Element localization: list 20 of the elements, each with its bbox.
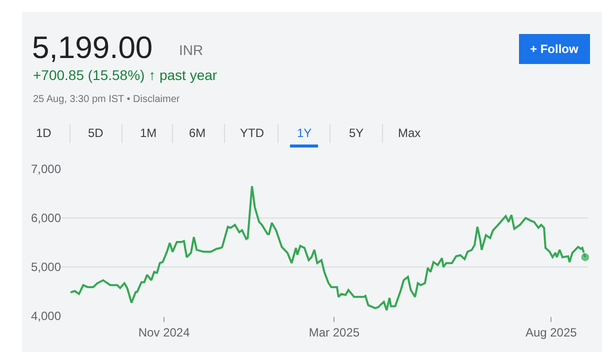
text: +700.85 (15.58%) ↑ past year bbox=[33, 67, 218, 83]
text: INR bbox=[179, 42, 204, 58]
text: 5D bbox=[88, 126, 104, 140]
chart-title: 5,199.00 bbox=[32, 30, 153, 65]
x-tick-label: Mar 2025 bbox=[308, 325, 360, 340]
text: 6M bbox=[189, 126, 206, 140]
x-tick-label: Nov 2024 bbox=[138, 325, 190, 340]
y-tick-label: 7,000 bbox=[30, 162, 62, 176]
y-tick-label: 6,000 bbox=[30, 211, 62, 226]
x-tick-label: Aug 2025 bbox=[525, 325, 578, 340]
text: YTD bbox=[240, 126, 264, 140]
text: 5Y bbox=[349, 126, 364, 140]
text: 25 Aug, 3:30 pm IST • Disclaimer bbox=[33, 94, 180, 105]
y-tick-label: 4,000 bbox=[30, 309, 62, 324]
text: + Follow bbox=[530, 42, 579, 56]
y-tick-label: 5,000 bbox=[30, 260, 62, 274]
text: 1D bbox=[36, 126, 52, 140]
text: 1Y bbox=[297, 126, 312, 140]
text: Max bbox=[398, 126, 421, 140]
text: 1M bbox=[140, 126, 157, 140]
